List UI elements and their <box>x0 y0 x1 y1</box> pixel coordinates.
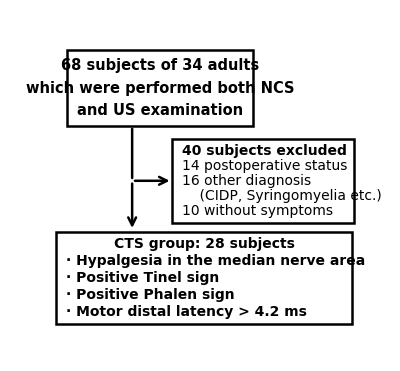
FancyBboxPatch shape <box>56 232 352 325</box>
FancyBboxPatch shape <box>172 139 354 223</box>
Text: 68 subjects of 34 adults: 68 subjects of 34 adults <box>61 58 259 73</box>
Text: 14 postoperative status: 14 postoperative status <box>182 159 347 173</box>
Text: (CIDP, Syringomyelia etc.): (CIDP, Syringomyelia etc.) <box>182 189 382 203</box>
Text: 40 subjects excluded: 40 subjects excluded <box>182 144 347 158</box>
Text: 16 other diagnosis: 16 other diagnosis <box>182 174 311 188</box>
Text: CTS group: 28 subjects: CTS group: 28 subjects <box>114 237 295 251</box>
FancyBboxPatch shape <box>67 50 253 126</box>
Text: which were performed both NCS: which were performed both NCS <box>26 81 294 96</box>
Text: and US examination: and US examination <box>77 103 243 118</box>
Text: · Motor distal latency > 4.2 ms: · Motor distal latency > 4.2 ms <box>66 305 306 319</box>
Text: · Positive Tinel sign: · Positive Tinel sign <box>66 271 219 285</box>
Text: · Hypalgesia in the median nerve area: · Hypalgesia in the median nerve area <box>66 254 365 268</box>
Text: 10 without symptoms: 10 without symptoms <box>182 204 333 218</box>
Text: · Positive Phalen sign: · Positive Phalen sign <box>66 288 234 302</box>
